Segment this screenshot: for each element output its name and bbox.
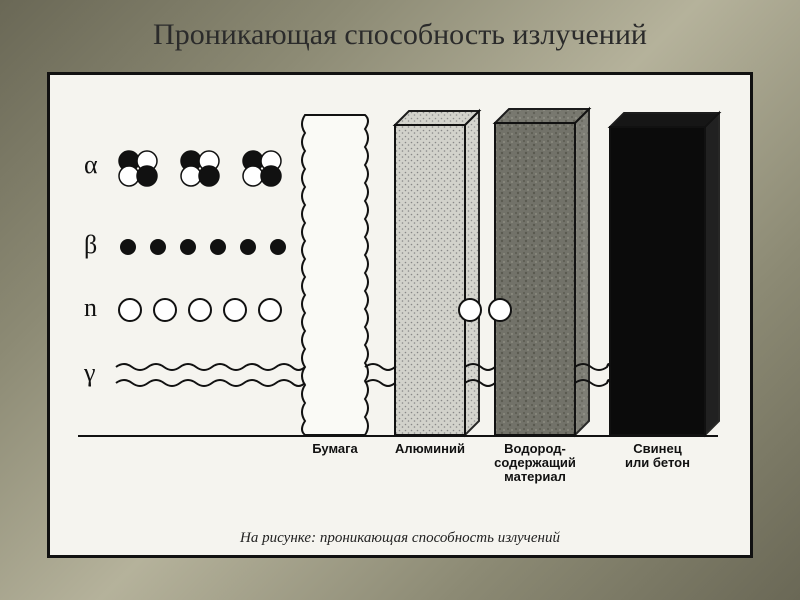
baseline — [78, 435, 718, 437]
svg-text:Свинец: Свинец — [633, 441, 681, 456]
penetration-diagram: Бумага Алюминий Водород-содержащийматериал… — [50, 75, 750, 505]
svg-text:Водород-: Водород- — [504, 441, 566, 456]
svg-text:или бетон: или бетон — [625, 455, 690, 470]
label-alpha: α — [84, 150, 98, 180]
label-neutron: n — [84, 293, 97, 323]
svg-text:Бумага: Бумага — [312, 441, 358, 456]
svg-text:содержащий: содержащий — [494, 455, 576, 470]
svg-text:материал: материал — [504, 469, 566, 484]
slide-title: Проникающая способность излучений — [153, 18, 647, 52]
figure-frame: Бумага Алюминий Водород-содержащийматериал… — [47, 72, 753, 558]
label-beta: β — [84, 230, 97, 260]
svg-text:Алюминий: Алюминий — [395, 441, 465, 456]
label-gamma: γ — [84, 358, 96, 388]
figure-caption: На рисунке: проникающая способность излу… — [50, 530, 750, 547]
